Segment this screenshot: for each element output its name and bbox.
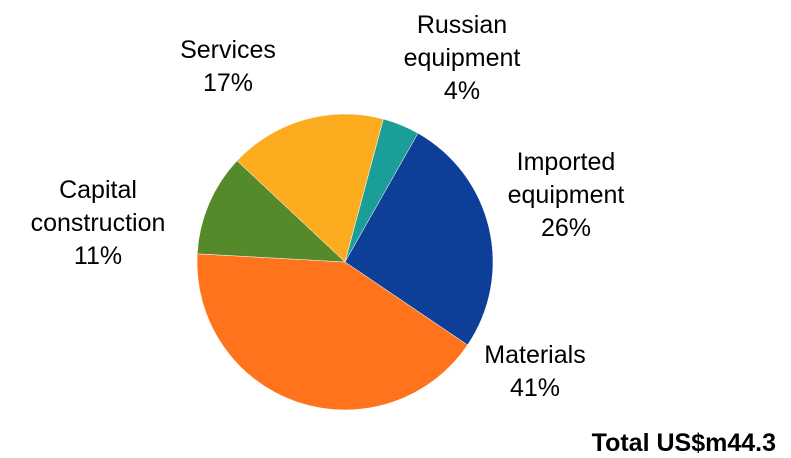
slice-name-label-1: equipment (508, 181, 625, 209)
total-label: Total US$m44.3 (592, 429, 776, 457)
pie-slice-1 (344, 132, 494, 346)
slice-name-label-1: Imported (517, 148, 616, 176)
slice-name-label-2: Materials (484, 341, 585, 369)
slice-name-label-0: equipment (404, 44, 521, 72)
pie-slice-2 (196, 253, 468, 411)
slice-name-label-4: Services (180, 36, 276, 64)
slice-value-label-3: 11% (74, 242, 122, 270)
slice-value-label-1: 26% (541, 214, 591, 242)
pie-slice-4 (236, 113, 384, 263)
pie-slice-3 (196, 160, 346, 263)
slice-value-label-4: 17% (203, 69, 253, 97)
slice-labels: Russian equipment 4% Imported equipment 26% Ma… (31, 11, 625, 402)
slice-name-label-3: Capital (59, 176, 137, 204)
slice-value-label-2: 41% (510, 374, 560, 402)
slice-name-label-3: construction (31, 209, 166, 237)
slice-value-label-0: 4% (444, 77, 480, 105)
slice-name-label-0: Russian (417, 11, 507, 39)
pie-slices (196, 113, 494, 411)
